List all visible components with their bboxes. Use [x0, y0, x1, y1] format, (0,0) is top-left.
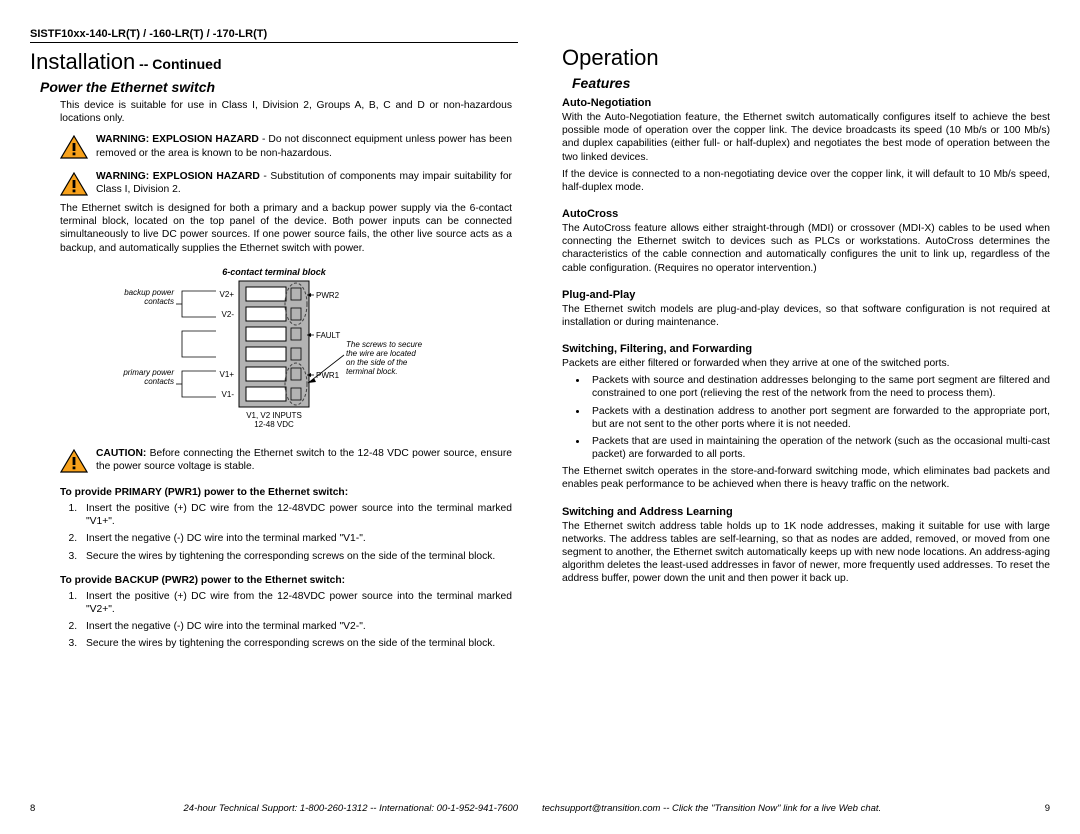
svg-text:V1+: V1+	[220, 370, 235, 379]
svg-text:backup power: backup power	[124, 288, 174, 297]
warn2-bold: WARNING: EXPLOSION HAZARD	[96, 171, 260, 182]
page-num-right: 9	[1045, 803, 1050, 814]
footer-right: techsupport@transition.com -- Click the …	[540, 803, 1050, 814]
feature-p: Packets are either filtered or forwarded…	[562, 357, 1050, 370]
list-item: Secure the wires by tightening the corre…	[80, 637, 512, 650]
feature-h-autocross: AutoCross	[562, 208, 1050, 220]
feature-h-switching-addr: Switching and Address Learning	[562, 506, 1050, 518]
svg-text:the wire are located: the wire are located	[346, 349, 416, 358]
svg-text:on the side of the: on the side of the	[346, 358, 408, 367]
feature-p: The Ethernet switch models are plug-and-…	[562, 303, 1050, 329]
feature-p: With the Auto-Negotiation feature, the E…	[562, 111, 1050, 164]
footer-text-right: techsupport@transition.com -- Click the …	[542, 803, 881, 814]
list-item: Insert the negative (-) DC wire into the…	[80, 532, 512, 545]
list-item: Secure the wires by tightening the corre…	[80, 550, 512, 563]
backup-head: To provide BACKUP (PWR2) power to the Et…	[60, 575, 518, 586]
list-item: Insert the positive (+) DC wire from the…	[80, 590, 512, 616]
feature-p: The Ethernet switch operates in the stor…	[562, 465, 1050, 491]
svg-text:V1, V2 INPUTS: V1, V2 INPUTS	[246, 411, 302, 420]
svg-text:The screws to secure: The screws to secure	[346, 340, 423, 349]
svg-text:contacts: contacts	[144, 297, 174, 306]
svg-text:contacts: contacts	[144, 377, 174, 386]
feature-h-sff: Switching, Filtering, and Forwarding	[562, 343, 1050, 355]
diagram-title: 6-contact terminal block	[222, 267, 327, 277]
svg-text:terminal block.: terminal block.	[346, 367, 398, 376]
feature-h-autoneg: Auto-Negotiation	[562, 97, 1050, 109]
footer-left: 8 24-hour Technical Support: 1-800-260-1…	[30, 803, 540, 814]
caution-text: CAUTION: Before connecting the Ethernet …	[96, 447, 512, 473]
feature-h-pnp: Plug-and-Play	[562, 289, 1050, 301]
svg-text:V2+: V2+	[220, 290, 235, 299]
list-item: Packets that are used in maintaining the…	[588, 435, 1050, 461]
svg-text:V1-: V1-	[222, 390, 235, 399]
caution-bold: CAUTION:	[96, 448, 146, 459]
warning-icon	[60, 172, 88, 196]
svg-text:primary power: primary power	[122, 368, 174, 377]
svg-text:V2-: V2-	[222, 310, 235, 319]
caution: CAUTION: Before connecting the Ethernet …	[60, 447, 518, 473]
h1-continued: -- Continued	[135, 56, 221, 72]
model-header: SISTF10xx-140-LR(T) / -160-LR(T) / -170-…	[30, 28, 518, 43]
warn1-bold: WARNING: EXPLOSION HAZARD	[96, 134, 259, 145]
list-item: Packets with a destination address to an…	[588, 405, 1050, 431]
warning-1-text: WARNING: EXPLOSION HAZARD - Do not disco…	[96, 133, 512, 159]
footer-text-left: 24-hour Technical Support: 1-800-260-131…	[184, 803, 518, 814]
section-title-installation: Installation -- Continued	[30, 49, 518, 75]
warning-2-text: WARNING: EXPLOSION HAZARD - Substitution…	[96, 170, 512, 196]
svg-text:PWR1: PWR1	[316, 371, 340, 380]
list-item: Insert the positive (+) DC wire from the…	[80, 502, 512, 528]
warning-2: WARNING: EXPLOSION HAZARD - Substitution…	[60, 170, 518, 196]
terminal-block-diagram: 6-contact terminal block	[30, 265, 518, 435]
h1-text: Installation	[30, 49, 135, 74]
svg-text:FAULT: FAULT	[316, 331, 340, 340]
backup-steps: Insert the positive (+) DC wire from the…	[80, 590, 512, 655]
power-body: The Ethernet switch is designed for both…	[60, 202, 512, 255]
subsection-features: Features	[572, 75, 1050, 91]
list-item: Packets with source and destination addr…	[588, 374, 1050, 400]
feature-p: If the device is connected to a non-nego…	[562, 168, 1050, 194]
page-num-left: 8	[30, 803, 35, 814]
svg-text:12-48 VDC: 12-48 VDC	[254, 420, 294, 429]
feature-p: The AutoCross feature allows either stra…	[562, 222, 1050, 275]
warning-icon	[60, 449, 88, 473]
list-item: Insert the negative (-) DC wire into the…	[80, 620, 512, 633]
primary-head: To provide PRIMARY (PWR1) power to the E…	[60, 487, 518, 498]
caution-rest: Before connecting the Ethernet switch to…	[96, 448, 512, 472]
warning-1: WARNING: EXPLOSION HAZARD - Do not disco…	[60, 133, 518, 159]
subsection-power: Power the Ethernet switch	[40, 79, 518, 95]
intro-text: This device is suitable for use in Class…	[60, 99, 512, 125]
feature-p: The Ethernet switch address table holds …	[562, 520, 1050, 586]
sff-bullets: Packets with source and destination addr…	[588, 374, 1050, 465]
primary-steps: Insert the positive (+) DC wire from the…	[80, 502, 512, 567]
section-title-operation: Operation	[562, 45, 1050, 71]
svg-text:PWR2: PWR2	[316, 291, 340, 300]
warning-icon	[60, 135, 88, 159]
